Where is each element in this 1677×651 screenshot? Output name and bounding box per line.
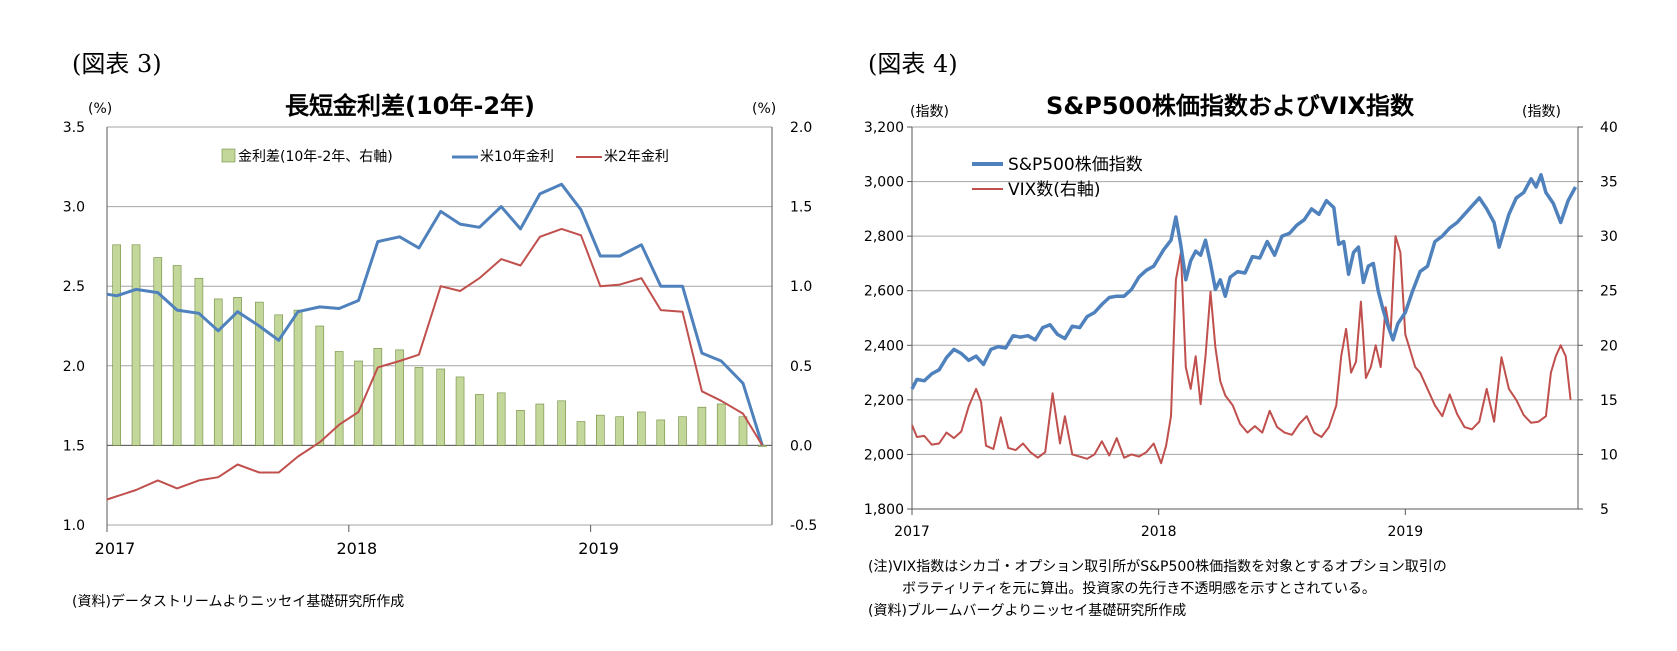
x-axis-tick-label: 2018: [1141, 524, 1177, 540]
spread-bar: [637, 411, 646, 446]
chart-2-source-note: (資料)ブルームバーグよりニッセイ基礎研究所作成: [868, 603, 1187, 619]
spread-bar: [557, 400, 566, 446]
spread-bar: [697, 406, 707, 446]
right-axis-tick-label: 30: [1600, 229, 1618, 245]
figure-4-label: (図表 4): [868, 50, 958, 78]
legend-label-sp500: S&P500株価指数: [1008, 155, 1143, 175]
spread-bar: [315, 325, 325, 446]
spread-bar: [334, 351, 344, 446]
sp500-line: [910, 173, 1578, 390]
left-axis-tick-label: 3.0: [63, 200, 85, 216]
spread-bar: [455, 376, 465, 446]
figure-3-label: (図表 3): [72, 50, 162, 78]
spread-bar: [475, 394, 484, 446]
right-axis-tick-label: -0.5: [790, 518, 817, 534]
spread-bar: [213, 298, 223, 446]
left-axis-tick-label: 2,400: [864, 338, 904, 354]
right-axis-tick-label: 0.5: [790, 359, 812, 375]
us-2y-yield-line: [106, 227, 764, 501]
spread-bar: [194, 277, 204, 446]
right-axis-tick-label: 35: [1600, 175, 1618, 191]
spread-bar: [596, 414, 605, 446]
x-axis-tick-label: 2019: [578, 539, 619, 558]
left-axis-tick-label: 1.5: [63, 438, 85, 454]
legend-label-spread: 金利差(10年-2年、右軸): [238, 149, 393, 165]
left-axis-tick-label: 3,000: [864, 175, 904, 191]
spread-bar: [535, 403, 545, 446]
left-axis-tick-label: 2,200: [864, 393, 904, 409]
spread-bar: [112, 244, 121, 446]
spread-bar: [738, 416, 748, 446]
left-axis-tick-label: 2.0: [63, 359, 85, 375]
spread-bar: [615, 416, 624, 446]
spread-bar: [716, 403, 726, 446]
legend-label-2y: 米2年金利: [604, 149, 669, 165]
right-axis-tick-label: 5: [1600, 502, 1609, 518]
spread-bar: [678, 416, 687, 446]
right-axis-tick-label: 2.0: [790, 120, 812, 136]
left-axis-tick-label: 3,200: [864, 120, 904, 136]
chart-2-right-unit: (指数): [1522, 104, 1561, 120]
legend-label-10y: 米10年金利: [480, 149, 554, 165]
x-axis-tick-label: 2018: [336, 539, 377, 558]
x-axis-tick-label: 2019: [1388, 524, 1424, 540]
legend-label-vix: VIX数(右軸): [1008, 180, 1101, 200]
right-axis-tick-label: 0.0: [790, 438, 812, 454]
left-axis-tick-label: 2,600: [864, 284, 904, 300]
spread-bar: [436, 368, 446, 446]
spread-bar: [153, 257, 163, 446]
spread-bar: [274, 314, 283, 446]
left-axis-tick-label: 3.5: [63, 120, 85, 136]
chart-2-title: S&P500株価指数およびVIX指数: [1046, 92, 1414, 120]
chart-2-left-unit: (指数): [910, 104, 949, 120]
spread-bar: [656, 419, 666, 446]
spread-bar: [293, 309, 303, 446]
spread-bar: [172, 265, 182, 446]
left-axis-tick-label: 2.5: [63, 279, 85, 295]
spread-bar: [516, 410, 525, 446]
right-axis-tick-label: 1.0: [790, 279, 812, 295]
right-axis-tick-label: 1.5: [790, 200, 812, 216]
x-axis-tick-label: 2017: [95, 539, 136, 558]
right-axis-tick-label: 10: [1600, 447, 1618, 463]
spread-bar: [131, 244, 141, 446]
spread-bar: [395, 349, 404, 446]
spread-bar: [576, 421, 586, 446]
right-axis-tick-label: 40: [1600, 120, 1618, 136]
spread-bar: [233, 297, 242, 446]
x-axis-tick-label: 2017: [894, 524, 930, 540]
right-axis-tick-label: 15: [1600, 393, 1618, 409]
left-axis-tick-label: 2,000: [864, 447, 904, 463]
spread-bar: [373, 347, 383, 446]
vix-line: [911, 235, 1572, 465]
chart-1-right-unit: (%): [752, 101, 777, 117]
legend-swatch-spread: [221, 148, 236, 163]
left-axis-tick-label: 2,800: [864, 229, 904, 245]
chart-1-source-note: (資料)データストリームよりニッセイ基礎研究所作成: [72, 594, 405, 610]
left-axis-tick-label: 1.0: [63, 518, 85, 534]
spread-bar: [758, 445, 767, 447]
chart-2-note-1: (注)VIX指数はシカゴ・オプション取引所がS&P500株価指数を対象とするオプ…: [868, 559, 1447, 575]
chart-1-left-unit: (%): [88, 101, 113, 117]
right-axis-tick-label: 25: [1600, 284, 1618, 300]
spread-bar: [414, 367, 424, 446]
right-axis-tick-label: 20: [1600, 338, 1618, 354]
spread-bar: [496, 392, 506, 446]
us-10y-yield-line: [106, 182, 764, 446]
left-axis-tick-label: 1,800: [864, 502, 904, 518]
spread-bar: [255, 301, 264, 446]
chart-2-note-2: ボラティリティを元に算出。投資家の先行き不透明感を示すとされている。: [902, 581, 1376, 597]
chart-1-title: 長短金利差(10年-2年): [285, 92, 535, 120]
